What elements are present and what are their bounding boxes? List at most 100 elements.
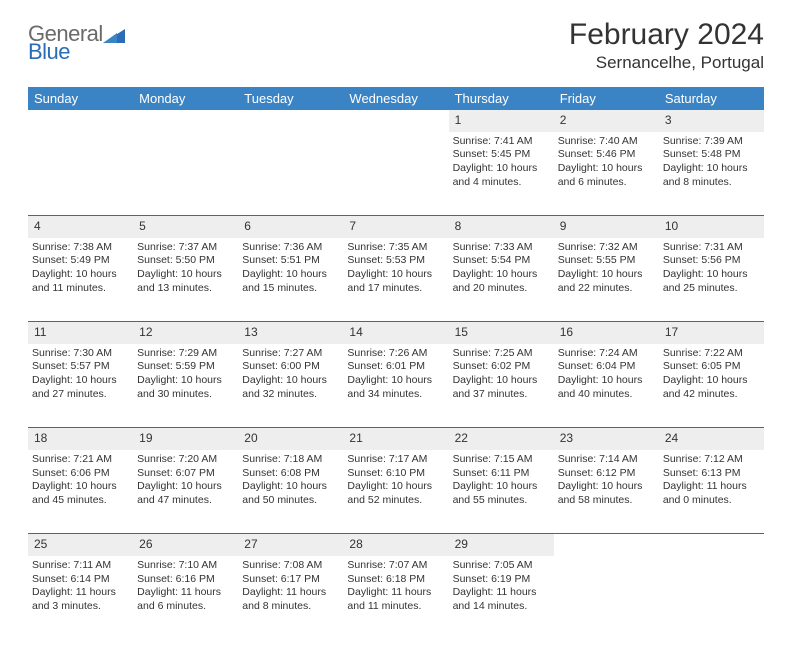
day-number-cell: 2 [554,110,659,132]
sunset-text: Sunset: 5:51 PM [242,254,339,268]
sunrise-text: Sunrise: 7:38 AM [32,241,129,255]
day-number-cell: 10 [659,216,764,238]
daylight-text-2: and 0 minutes. [663,494,760,508]
sunrise-text: Sunrise: 7:33 AM [453,241,550,255]
day-detail-cell: Sunrise: 7:05 AMSunset: 6:19 PMDaylight:… [449,556,554,640]
logo-text: General Blue [28,24,103,62]
day-detail-row: Sunrise: 7:41 AMSunset: 5:45 PMDaylight:… [28,132,764,216]
sunrise-text: Sunrise: 7:26 AM [347,347,444,361]
day-detail-cell: Sunrise: 7:25 AMSunset: 6:02 PMDaylight:… [449,344,554,428]
day-number-cell: 18 [28,428,133,450]
calendar-page: General Blue February 2024 Sernancelhe, … [0,0,792,650]
sunrise-text: Sunrise: 7:27 AM [242,347,339,361]
day-number-cell: 9 [554,216,659,238]
day-detail-row: Sunrise: 7:21 AMSunset: 6:06 PMDaylight:… [28,450,764,534]
daylight-text-2: and 6 minutes. [137,600,234,614]
month-title: February 2024 [569,18,764,52]
day-number-cell: 28 [343,534,448,556]
day-detail-row: Sunrise: 7:38 AMSunset: 5:49 PMDaylight:… [28,238,764,322]
day-number-cell: 4 [28,216,133,238]
sunset-text: Sunset: 6:04 PM [558,360,655,374]
daylight-text-1: Daylight: 10 hours [558,480,655,494]
weekday-header: Monday [133,87,238,110]
daylight-text-2: and 58 minutes. [558,494,655,508]
day-detail-row: Sunrise: 7:30 AMSunset: 5:57 PM Daylight:… [28,344,764,428]
day-number-cell: 21 [343,428,448,450]
sunset-text: Sunset: 5:53 PM [347,254,444,268]
daylight-text-1: Daylight: 11 hours [242,586,339,600]
sunrise-text: Sunrise: 7:15 AM [453,453,550,467]
daylight-text-1: Daylight: 11 hours [32,586,129,600]
day-number-row: 18192021222324 [28,428,764,450]
daylight-text-1: Daylight: 10 hours [453,268,550,282]
title-block: February 2024 Sernancelhe, Portugal [569,18,764,73]
sunrise-text: Sunrise: 7:24 AM [558,347,655,361]
sunset-text: Sunset: 6:16 PM [137,573,234,587]
daylight-text-1: Daylight: 10 hours [137,480,234,494]
sunrise-text: Sunrise: 7:11 AM [32,559,129,573]
day-detail-cell: Sunrise: 7:21 AMSunset: 6:06 PMDaylight:… [28,450,133,534]
day-number-cell [238,110,343,132]
day-number-row: 11121314151617 [28,322,764,344]
day-detail-cell [343,132,448,216]
daylight-text-1: Daylight: 10 hours [453,480,550,494]
daylight-text-1: Daylight: 10 hours [137,374,234,388]
day-detail-cell: Sunrise: 7:31 AMSunset: 5:56 PMDaylight:… [659,238,764,322]
daylight-text-1: Daylight: 10 hours [558,268,655,282]
daylight-text-2: and 8 minutes. [663,176,760,190]
day-detail-cell: Sunrise: 7:40 AMSunset: 5:46 PMDaylight:… [554,132,659,216]
sunrise-text: Sunrise: 7:40 AM [558,135,655,149]
day-number-cell: 25 [28,534,133,556]
daylight-text-1: Daylight: 11 hours [453,586,550,600]
weekday-header: Tuesday [238,87,343,110]
day-detail-cell: Sunrise: 7:26 AMSunset: 6:01 PMDaylight:… [343,344,448,428]
sunset-text: Sunset: 6:00 PM [242,360,339,374]
daylight-text-1: Daylight: 10 hours [347,268,444,282]
daylight-text-2: and 11 minutes. [347,600,444,614]
day-number-cell: 15 [449,322,554,344]
daylight-text-2: and 20 minutes. [453,282,550,296]
sunrise-text: Sunrise: 7:20 AM [137,453,234,467]
day-number-cell: 5 [133,216,238,238]
sunrise-text: Sunrise: 7:30 AM [32,347,129,361]
daylight-text-1: Daylight: 11 hours [663,480,760,494]
daylight-text-2: and 17 minutes. [347,282,444,296]
daylight-text-2: and 47 minutes. [137,494,234,508]
day-detail-cell: Sunrise: 7:39 AMSunset: 5:48 PMDaylight:… [659,132,764,216]
weekday-header: Friday [554,87,659,110]
sunset-text: Sunset: 5:46 PM [558,148,655,162]
daylight-text-2: and 30 minutes. [137,388,234,402]
daylight-text-1: Daylight: 10 hours [663,162,760,176]
daylight-text-2: and 45 minutes. [32,494,129,508]
day-detail-row: Sunrise: 7:11 AMSunset: 6:14 PMDaylight:… [28,556,764,640]
day-detail-cell: Sunrise: 7:10 AMSunset: 6:16 PMDaylight:… [133,556,238,640]
day-number-cell: 1 [449,110,554,132]
day-detail-cell: Sunrise: 7:33 AMSunset: 5:54 PMDaylight:… [449,238,554,322]
day-number-cell: 14 [343,322,448,344]
sunset-text: Sunset: 5:57 PM [32,360,129,374]
sunrise-text: Sunrise: 7:32 AM [558,241,655,255]
sunset-text: Sunset: 5:59 PM [137,360,234,374]
daylight-text-2: and 42 minutes. [663,388,760,402]
day-detail-cell: Sunrise: 7:17 AMSunset: 6:10 PMDaylight:… [343,450,448,534]
logo-triangle-icon [103,27,129,52]
page-header: General Blue February 2024 Sernancelhe, … [28,18,764,73]
daylight-text-1: Daylight: 10 hours [347,480,444,494]
sunrise-text: Sunrise: 7:35 AM [347,241,444,255]
logo-word-blue: Blue [28,42,103,62]
sunset-text: Sunset: 6:12 PM [558,467,655,481]
sunset-text: Sunset: 5:54 PM [453,254,550,268]
day-number-cell: 20 [238,428,343,450]
logo: General Blue [28,18,129,62]
sunset-text: Sunset: 6:05 PM [663,360,760,374]
sunset-text: Sunset: 5:45 PM [453,148,550,162]
day-number-cell: 23 [554,428,659,450]
daylight-text-2: and 25 minutes. [663,282,760,296]
day-number-cell: 12 [133,322,238,344]
daylight-text-1: Daylight: 10 hours [32,480,129,494]
day-number-cell [659,534,764,556]
weekday-header: Saturday [659,87,764,110]
sunrise-text: Sunrise: 7:17 AM [347,453,444,467]
daylight-text-1: Daylight: 10 hours [32,268,129,282]
sunrise-text: Sunrise: 7:31 AM [663,241,760,255]
